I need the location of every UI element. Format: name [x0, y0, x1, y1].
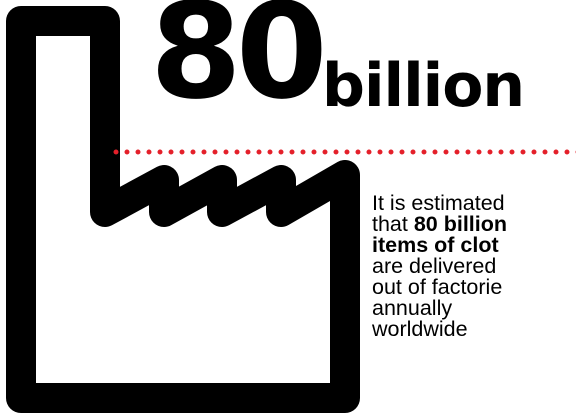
caption-line-3-bold: items of clot [372, 233, 499, 257]
caption-line-2-bold: 80 billion [413, 212, 508, 236]
caption-line-3: items of clot [372, 233, 576, 257]
caption-line-4: are delivered [372, 254, 497, 278]
caption-line-7: worldwide [372, 317, 468, 341]
caption-line-1: It is estimated [372, 191, 505, 215]
caption-line-6: annually [372, 296, 453, 320]
caption-text: It is estimated that 80 billion items of… [372, 191, 576, 341]
caption-line-2: that 80 billion [372, 212, 576, 236]
headline-unit: billion [322, 51, 525, 121]
caption-line-2-prefix: that [372, 212, 414, 236]
caption-line-5: out of factorie [372, 275, 503, 299]
dotted-divider [113, 149, 576, 155]
headline-number: 80 [150, 0, 328, 129]
